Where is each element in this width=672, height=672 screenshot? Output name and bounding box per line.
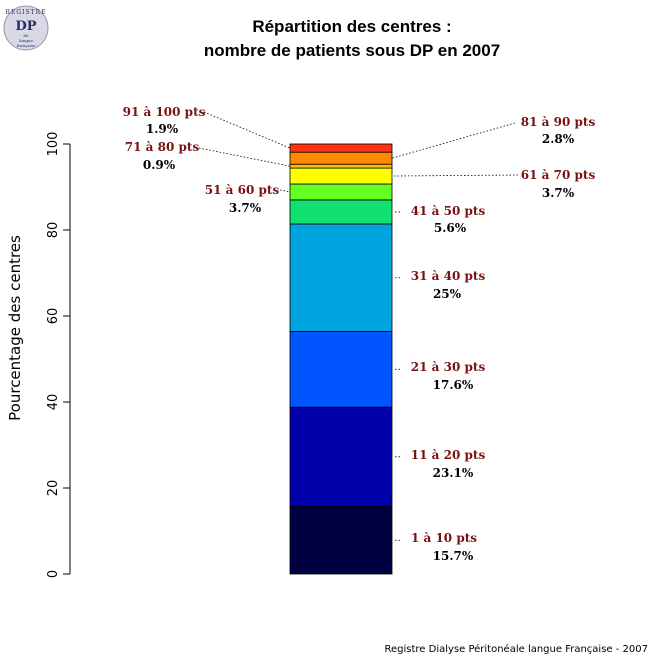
y-tick-label: 60 bbox=[46, 308, 61, 325]
leader-line bbox=[391, 174, 519, 177]
segment-percent-label: 5.6% bbox=[434, 221, 467, 235]
segment-labels: 1 à 10 pts 15.7% 11 à 20 pts 23.1% 21 à 30 p… bbox=[123, 105, 596, 563]
y-tick-label: 20 bbox=[46, 480, 61, 497]
segment-percent-label: 3.7% bbox=[229, 201, 262, 215]
segment-percent-label: 2.8% bbox=[542, 132, 575, 146]
y-axis: 0 20 40 60 80 100 bbox=[46, 132, 71, 578]
segment-category-label: 71 à 80 pts bbox=[125, 140, 200, 154]
bar-segment bbox=[289, 506, 393, 575]
footer-credit: Registre Dialyse Péritonéale langue Fran… bbox=[384, 643, 648, 655]
leader-line bbox=[279, 189, 291, 193]
segment-percent-label: 1.9% bbox=[146, 122, 179, 136]
segment-percent-label: 17.6% bbox=[433, 378, 474, 392]
segment-category-label: 21 à 30 pts bbox=[411, 360, 486, 374]
bar-segment bbox=[289, 183, 393, 201]
segment-percent-label: 23.1% bbox=[433, 466, 474, 480]
y-tick-label: 40 bbox=[46, 394, 61, 411]
bar-segment bbox=[289, 223, 393, 332]
bar-segment bbox=[289, 406, 393, 507]
y-axis-label: Pourcentage des centres bbox=[6, 235, 24, 421]
segment-percent-label: 15.7% bbox=[433, 549, 474, 563]
logo-badge bbox=[3, 5, 49, 51]
segment-category-label: 61 à 70 pts bbox=[521, 168, 596, 182]
chart-title: Répartition des centres : bbox=[252, 17, 451, 36]
bar-segment bbox=[289, 167, 393, 185]
segment-percent-label: 0.9% bbox=[143, 158, 176, 172]
registre-logo: REGISTRE DP de langue française bbox=[3, 5, 49, 51]
bar-segment bbox=[289, 331, 393, 408]
bar-segment bbox=[289, 143, 393, 153]
y-tick-label: 0 bbox=[46, 570, 61, 578]
y-tick-label: 80 bbox=[46, 222, 61, 239]
chart-subtitle: nombre de patients sous DP en 2007 bbox=[204, 41, 500, 60]
bar-segment bbox=[289, 163, 393, 169]
logo-main-text: DP bbox=[15, 19, 36, 34]
leader-line bbox=[203, 111, 291, 149]
segment-category-label: 91 à 100 pts bbox=[123, 105, 206, 119]
segment-category-label: 31 à 40 pts bbox=[411, 269, 486, 283]
logo-sub3: française bbox=[17, 43, 36, 48]
logo-sub1: de bbox=[24, 33, 30, 38]
leader-line bbox=[391, 122, 516, 159]
segment-category-label: 81 à 90 pts bbox=[521, 115, 596, 129]
logo-sub2: langue bbox=[19, 38, 33, 43]
bar-segment bbox=[289, 151, 393, 165]
logo-arc-text: REGISTRE bbox=[5, 9, 46, 16]
y-tick-label: 100 bbox=[46, 132, 61, 157]
segment-category-label: 11 à 20 pts bbox=[411, 448, 486, 462]
segment-category-label: 1 à 10 pts bbox=[411, 531, 477, 545]
segment-percent-label: 3.7% bbox=[542, 186, 575, 200]
stacked-bar bbox=[289, 143, 393, 575]
segment-category-label: 41 à 50 pts bbox=[411, 204, 486, 218]
segment-percent-label: 25% bbox=[433, 287, 462, 301]
leader-line bbox=[198, 147, 291, 167]
bar-segment bbox=[289, 199, 393, 225]
segment-category-label: 51 à 60 pts bbox=[205, 183, 280, 197]
